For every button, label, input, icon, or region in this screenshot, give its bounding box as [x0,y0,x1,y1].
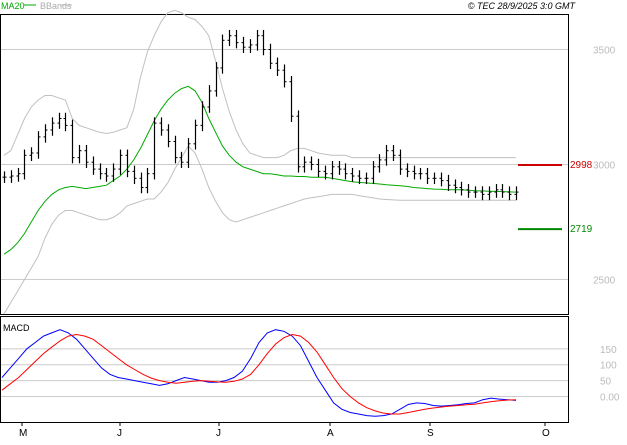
x-tick-label: S [427,428,434,439]
price-tick-label: 3500 [593,46,616,57]
ma20-legend-label: MA20 [1,1,25,11]
signal-line [1,333,517,415]
price-grid [1,49,568,280]
macd-panel-title: MACD [3,323,30,333]
bbands-legend-label: BBands [40,1,72,11]
macd-line [1,329,517,417]
macd-grid [1,348,568,398]
ma20-line [3,85,517,255]
macd-tick-label: 0.00 [600,393,620,404]
bb-lower-line [3,145,516,315]
macd-panel-frame [0,316,569,423]
x-tick-label: J [117,428,122,439]
x-tick-label: J [216,428,221,439]
macd-axis-labels: 150 100 50 0.00 [600,345,620,404]
bb-upper-line [3,9,516,159]
support-label: 2719 [570,224,593,235]
price-bars [2,29,519,201]
x-tick-label: O [542,428,550,439]
ma20-layer [3,85,517,255]
macd-tick-label: 150 [600,345,617,356]
macd-lines [1,329,517,417]
macd-tick-label: 50 [600,377,612,388]
price-axis-labels: 3500 3000 2500 [593,46,616,287]
price-tick-label: 3000 [593,161,616,172]
x-tick-label: M [19,428,27,439]
resistance-label: 2998 [570,160,593,171]
copyright-timestamp: © TEC 28/9/2025 3:0 GMT [468,1,577,11]
macd-tick-label: 100 [600,361,617,372]
price-levels: 2998 2719 [518,160,593,235]
x-tick-label: A [327,428,334,439]
bollinger-bands [3,9,516,315]
price-tick-label: 2500 [593,276,616,287]
